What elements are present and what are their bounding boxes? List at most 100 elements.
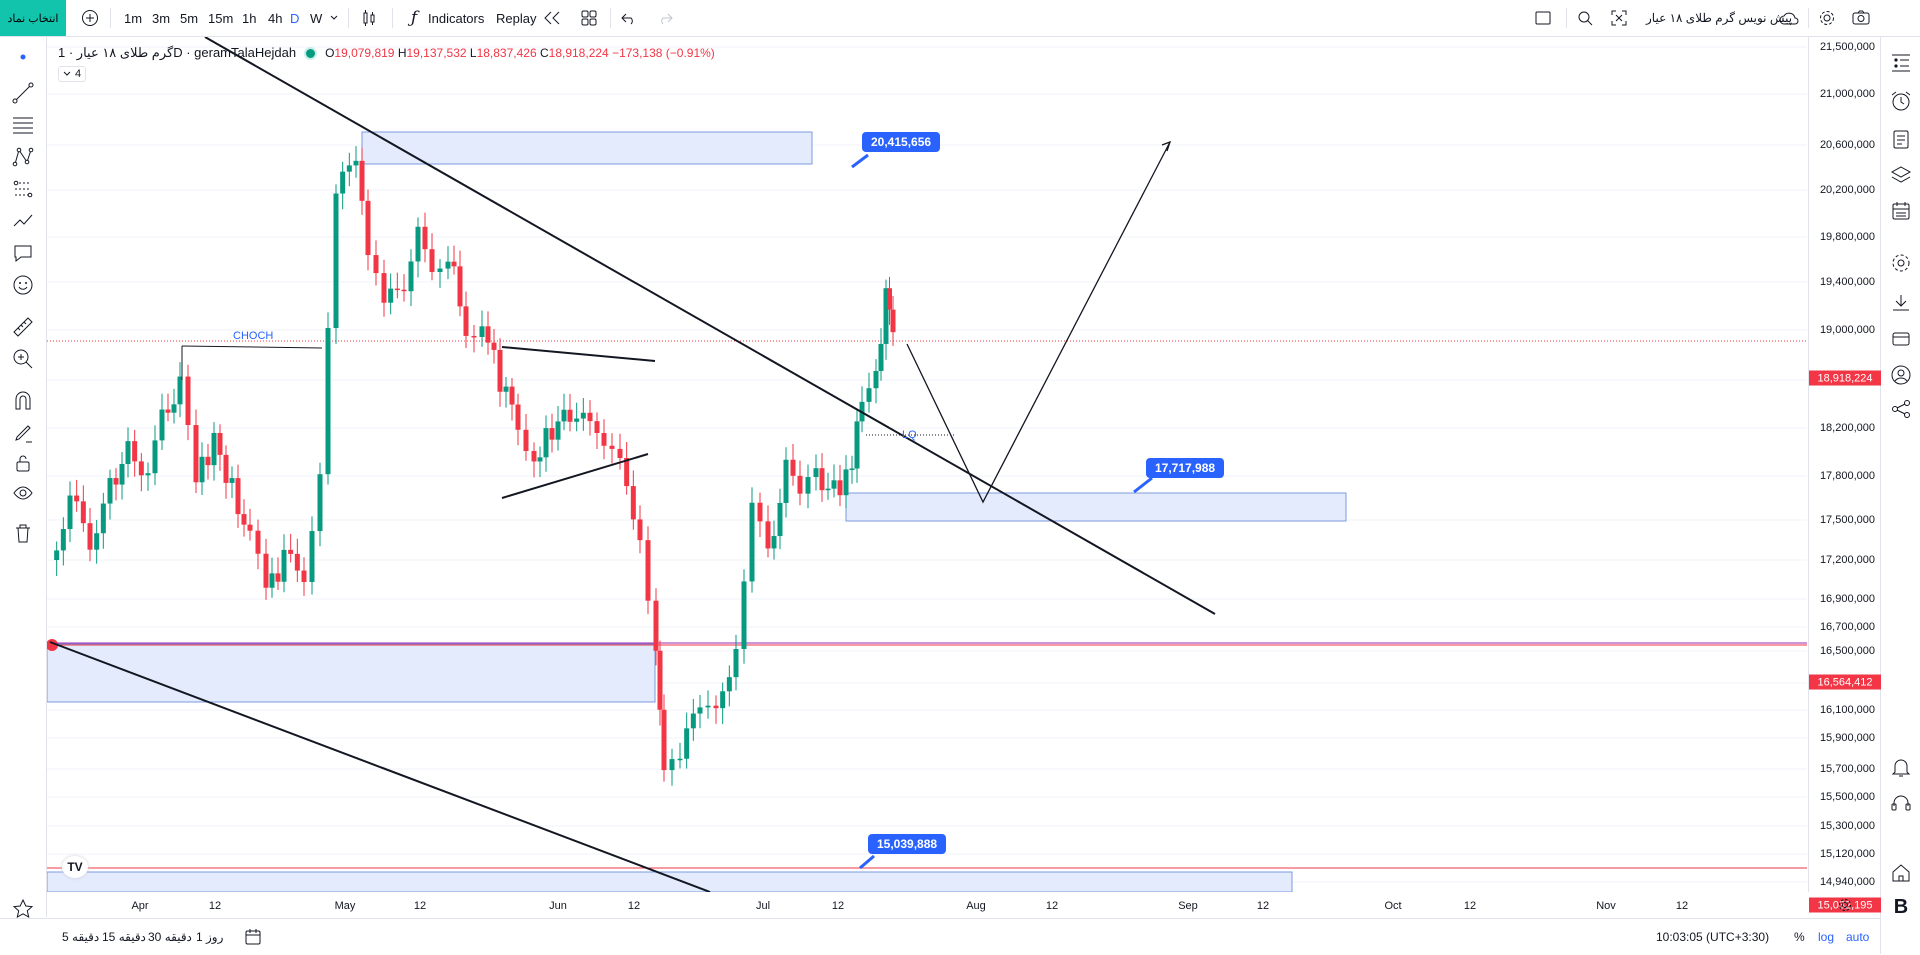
ruler-icon[interactable] (11, 315, 35, 339)
candle-body (138, 461, 144, 476)
fib-icon[interactable] (11, 113, 35, 137)
settings-icon[interactable] (1818, 9, 1836, 27)
supply-zone-top[interactable] (361, 131, 813, 165)
price-tick-label: 17,800,000 (1819, 470, 1875, 482)
candle-body (353, 160, 359, 166)
search-icon[interactable] (1576, 9, 1594, 27)
price-tick-label: 17,200,000 (1819, 554, 1875, 566)
trend-line-icon[interactable] (11, 81, 35, 105)
timeframe-3m[interactable]: 3m (152, 10, 171, 26)
layout-icon[interactable] (580, 9, 598, 27)
camera-icon[interactable] (1852, 9, 1870, 27)
time-tick-label: May (334, 900, 356, 912)
headset-icon[interactable] (1889, 791, 1913, 815)
range-15-minute[interactable]: 15 دقیقه (102, 930, 146, 944)
settings-icon[interactable] (1889, 251, 1913, 275)
candle-body (451, 261, 457, 267)
price-bubble-top[interactable]: 20,415,656 (862, 132, 941, 152)
candle-body (771, 536, 777, 549)
projection-path[interactable] (906, 141, 1171, 504)
demand-zone-left[interactable] (47, 643, 656, 703)
cloud-icon[interactable] (1778, 9, 1800, 27)
zoom-in-icon[interactable] (11, 347, 35, 371)
stay-drawing-icon[interactable] (11, 421, 35, 445)
download-icon[interactable] (1889, 291, 1913, 315)
range-5-minute[interactable]: 5 دقیقه (62, 930, 100, 944)
price-axis[interactable]: 21,500,000 21,000,000 20,600,000 20,200,000… (1808, 37, 1881, 913)
candle-body (797, 475, 803, 494)
timeframe-1m[interactable]: 1m (124, 10, 143, 26)
layers-icon[interactable] (1889, 163, 1913, 187)
level-handle[interactable] (47, 639, 58, 651)
emoji-icon[interactable] (11, 273, 35, 297)
time-tick-label: 12 (1463, 900, 1477, 912)
plus-icon[interactable] (80, 8, 100, 28)
auto-toggle[interactable]: auto (1846, 930, 1870, 944)
cursor-icon[interactable] (13, 47, 33, 67)
percent-toggle[interactable]: % (1794, 930, 1805, 944)
share-icon[interactable] (1889, 397, 1913, 421)
candle-body (437, 268, 443, 272)
axis-settings-icon[interactable] (1836, 896, 1854, 914)
pattern-icon[interactable] (11, 145, 35, 169)
trash-icon[interactable] (11, 521, 35, 545)
trend-line-lower[interactable] (49, 641, 711, 892)
symbol-search-button[interactable]: انتخاب نماد (0, 0, 66, 36)
price-bubble-bottom[interactable]: 15,039,888 (868, 834, 947, 854)
candle-body (317, 474, 323, 532)
magnet-icon[interactable] (11, 389, 35, 413)
watchlist-icon[interactable] (1889, 51, 1913, 75)
undo-icon[interactable] (620, 9, 638, 27)
replay-button[interactable]: Replay (496, 10, 537, 26)
brush-icon[interactable] (11, 209, 35, 233)
price-tick-label: 20,200,000 (1819, 184, 1875, 196)
demand-zone-mid[interactable] (845, 492, 1347, 522)
indicators-button[interactable]: Indicators (428, 10, 485, 26)
timeframe-w[interactable]: W (310, 10, 323, 26)
timeframe-5m[interactable]: 5m (180, 10, 199, 26)
range-30-minute[interactable]: 30 دقیقه (148, 930, 192, 944)
bell-icon[interactable] (1889, 755, 1913, 779)
projection-icon[interactable] (11, 177, 35, 201)
lock-icon[interactable] (11, 451, 35, 475)
symbol-title[interactable]: گرم طلای ۱۸ عیار · 1D · geramTalaHejdah (58, 45, 297, 60)
eye-icon[interactable] (11, 481, 35, 505)
star-icon[interactable] (11, 897, 35, 921)
clock[interactable]: 10:03:05 (UTC+3:30) (1656, 930, 1770, 944)
timeframe-15m[interactable]: 15m (208, 10, 234, 26)
alarm-icon[interactable] (1889, 89, 1913, 113)
timeframe-1h[interactable]: 1h (242, 10, 257, 26)
trend-line-upper[interactable] (204, 37, 1216, 615)
goto-date-icon[interactable] (244, 928, 262, 946)
home-icon[interactable] (1889, 861, 1913, 885)
indicators-icon[interactable]: ƒ (410, 8, 418, 28)
timeframe-d[interactable]: D (290, 10, 300, 26)
tradingview-logo[interactable]: TV (62, 856, 88, 878)
choch-line[interactable] (181, 345, 323, 349)
price-bubble-mid[interactable]: 17,717,988 (1146, 458, 1225, 478)
log-toggle[interactable]: log (1818, 930, 1835, 944)
demand-zone-bottom[interactable] (47, 871, 1293, 892)
text-icon[interactable] (11, 241, 35, 265)
fullscreen-icon[interactable] (1534, 9, 1552, 27)
range-1-day[interactable]: 1 روز (196, 930, 224, 944)
price-chart[interactable]: CHOCH LQ (47, 37, 1807, 892)
chevron-down-icon[interactable] (328, 12, 340, 24)
calendar-icon[interactable] (1889, 199, 1913, 223)
zoom-icon[interactable] (1610, 9, 1628, 27)
layout-title[interactable]: پیش نویس گرم طلای ۱۸ عیار (1646, 11, 1793, 25)
b-icon[interactable]: B (1893, 895, 1909, 918)
triangle-line-bottom[interactable] (501, 453, 649, 499)
candle-body (294, 553, 300, 571)
card-icon[interactable] (1889, 327, 1913, 351)
replay-icon[interactable] (542, 9, 562, 27)
triangle-line-top[interactable] (501, 346, 656, 362)
timeframe-4h[interactable]: 4h (268, 10, 283, 26)
collapse-legend-button[interactable]: 4 (58, 66, 87, 82)
notes-icon[interactable] (1889, 127, 1913, 151)
user-icon[interactable] (1889, 363, 1913, 387)
candle-body (831, 480, 837, 489)
time-tick-label: 12 (1256, 900, 1270, 912)
bar-style-icon[interactable] (360, 9, 378, 27)
candle-body (843, 469, 849, 496)
